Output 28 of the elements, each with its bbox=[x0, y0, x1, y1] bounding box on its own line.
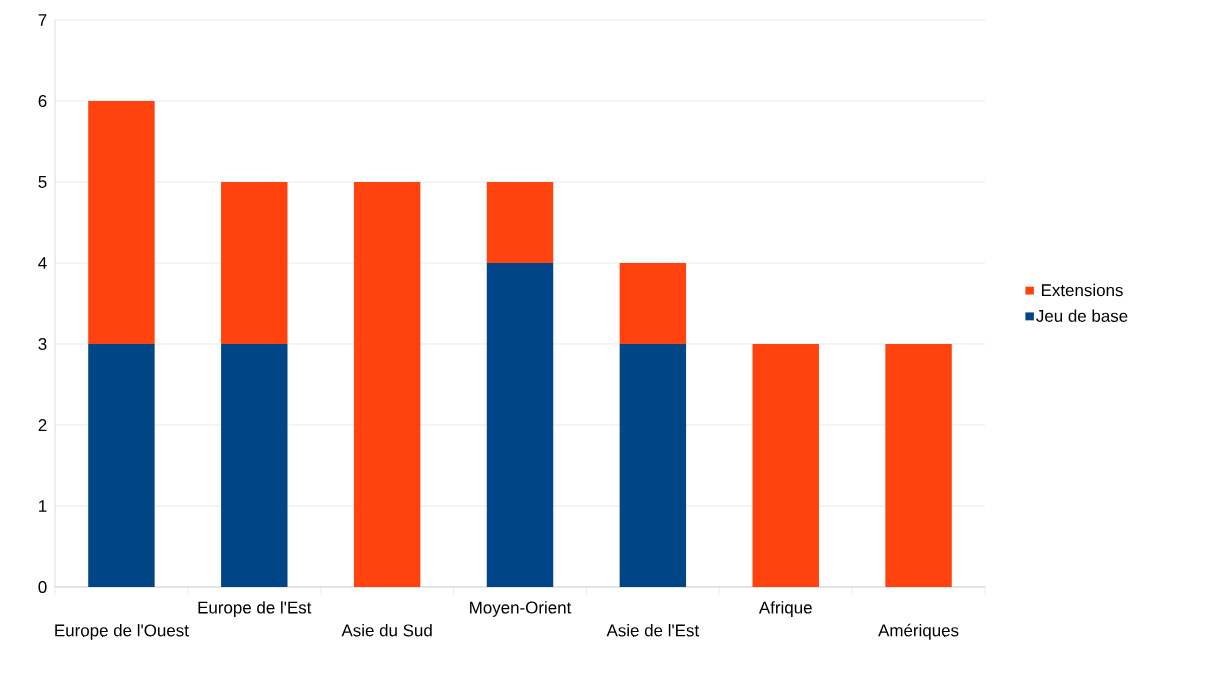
legend-label: Extensions bbox=[1041, 283, 1123, 297]
y-tick-label: 0 bbox=[38, 581, 47, 593]
x-tick-label: Afrique bbox=[758, 601, 812, 617]
x-tick-label: Europe de l'Ouest bbox=[55, 624, 189, 640]
x-tick-label: Europe de l'Est bbox=[198, 601, 312, 617]
bar bbox=[353, 182, 421, 587]
bar bbox=[221, 182, 288, 344]
y-tick-label: 3 bbox=[38, 338, 47, 350]
y-tick-label: 1 bbox=[39, 500, 47, 512]
x-tick-label: Amériques bbox=[878, 623, 959, 640]
bar bbox=[221, 344, 288, 587]
legend-label: Jeu de base bbox=[1036, 309, 1128, 322]
bar bbox=[486, 263, 554, 587]
y-tick-label: 5 bbox=[38, 176, 47, 188]
x-tick-label: Asie du Sud bbox=[341, 624, 432, 637]
y-tick-label: 2 bbox=[38, 419, 47, 431]
y-tick-label: 7 bbox=[38, 14, 47, 26]
bar bbox=[88, 101, 155, 344]
bar bbox=[486, 182, 554, 263]
bar bbox=[619, 344, 687, 587]
bar bbox=[752, 344, 819, 587]
bar bbox=[885, 344, 952, 587]
y-tick-label: 6 bbox=[38, 95, 47, 107]
bar bbox=[88, 344, 155, 587]
x-tick-label: Asie de l'Est bbox=[606, 624, 700, 637]
x-tick-label: Moyen-Orient bbox=[470, 601, 572, 617]
y-tick-label: 4 bbox=[38, 257, 47, 269]
bar bbox=[619, 263, 687, 344]
